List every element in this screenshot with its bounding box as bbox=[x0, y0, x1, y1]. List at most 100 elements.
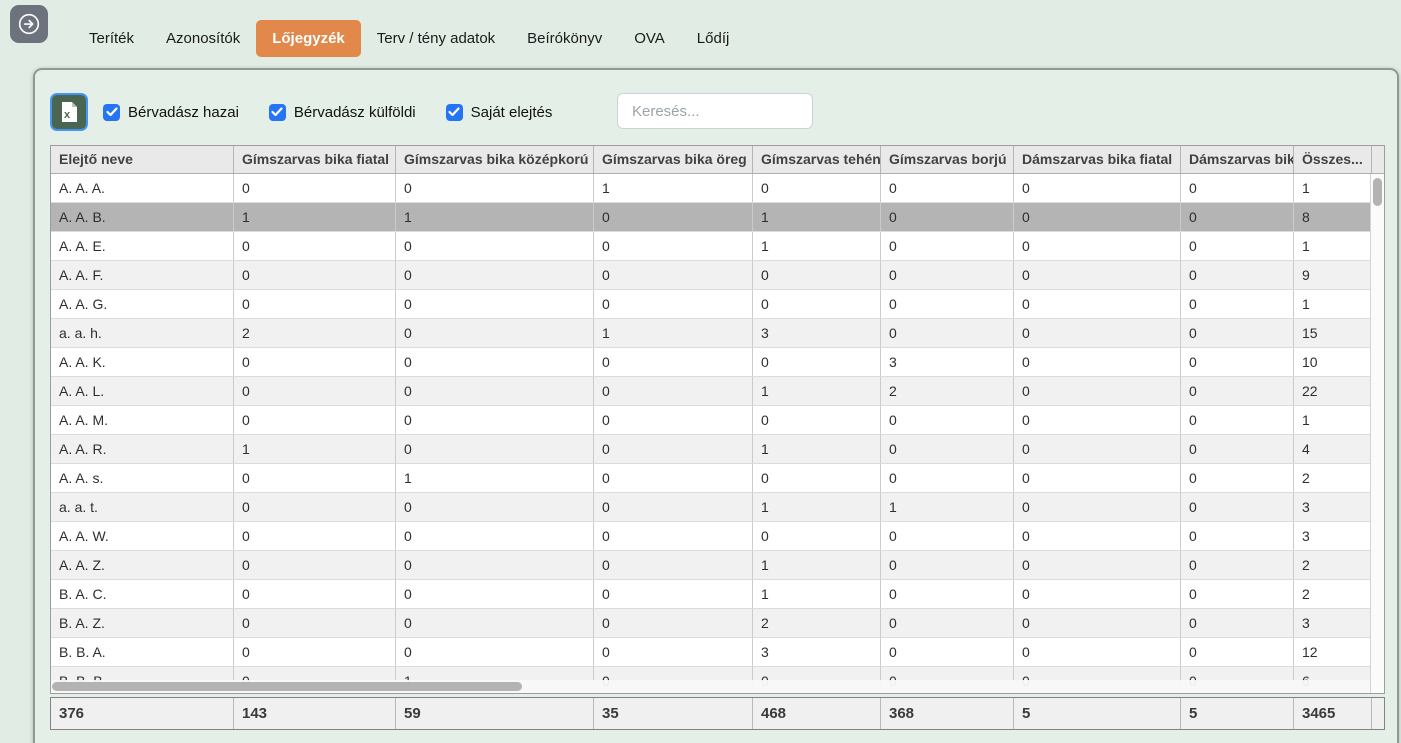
checkbox-bérvadász-hazai[interactable]: Bérvadász hazai bbox=[103, 103, 239, 121]
table-row[interactable]: A. A. B. 1 1 0 1 0 0 0 8 bbox=[51, 203, 1372, 232]
cell: 0 bbox=[594, 435, 753, 463]
tab-azonosítók[interactable]: Azonosítók bbox=[166, 30, 241, 47]
table-row[interactable]: A. A. W. 0 0 0 0 0 0 0 3 bbox=[51, 522, 1372, 551]
search-input[interactable] bbox=[617, 93, 813, 129]
collapse-sidebar-button[interactable] bbox=[10, 5, 48, 43]
cell: 0 bbox=[1014, 319, 1181, 347]
column-header-összes[interactable]: Összes... bbox=[1294, 146, 1372, 173]
cell: 1 bbox=[1294, 232, 1372, 260]
vertical-scrollbar[interactable] bbox=[1370, 174, 1384, 693]
tab-ova[interactable]: OVA bbox=[634, 30, 665, 47]
table-row[interactable]: B. B. A. 0 0 0 3 0 0 0 12 bbox=[51, 638, 1372, 667]
vertical-scrollbar-thumb[interactable] bbox=[1373, 178, 1382, 206]
cell: 0 bbox=[1181, 261, 1294, 289]
checkbox-icon[interactable] bbox=[268, 103, 286, 121]
table-row[interactable]: A. A. G. 0 0 0 0 0 0 0 1 bbox=[51, 290, 1372, 319]
table-body: A. A. A. 0 0 1 0 0 0 0 1 A. A. B. 1 1 0 1 0 0 0 8 A. A. E.… bbox=[51, 174, 1384, 693]
cell: 0 bbox=[594, 232, 753, 260]
cell: 3 bbox=[753, 319, 881, 347]
total-cell: 3465 bbox=[1294, 698, 1372, 729]
cell: 0 bbox=[396, 290, 594, 318]
column-header-dámszarvas-bika-fiatal[interactable]: Dámszarvas bika fiatal bbox=[1014, 146, 1181, 173]
cell: 3 bbox=[1294, 609, 1372, 637]
horizontal-scrollbar[interactable] bbox=[51, 680, 1370, 693]
column-header-gímszarvas-bika-fiatal[interactable]: Gímszarvas bika fiatal bbox=[234, 146, 396, 173]
cell: 0 bbox=[881, 551, 1014, 579]
table-row[interactable]: A. A. E. 0 0 0 1 0 0 0 1 bbox=[51, 232, 1372, 261]
table-row[interactable]: a. a. t. 0 0 0 1 1 0 0 3 bbox=[51, 493, 1372, 522]
cell: 0 bbox=[594, 261, 753, 289]
cell: 0 bbox=[594, 348, 753, 376]
cell: 0 bbox=[594, 522, 753, 550]
cell: 0 bbox=[1181, 638, 1294, 666]
column-header-elejtő-neve[interactable]: Elejtő neve bbox=[51, 146, 234, 173]
cell: 2 bbox=[1294, 464, 1372, 492]
cell: 0 bbox=[234, 493, 396, 521]
cell: 0 bbox=[881, 406, 1014, 434]
cell: 0 bbox=[1181, 551, 1294, 579]
svg-text:x: x bbox=[64, 109, 71, 121]
tab-teríték[interactable]: Teríték bbox=[89, 30, 135, 47]
checkbox-icon[interactable] bbox=[445, 103, 463, 121]
cell: 9 bbox=[1294, 261, 1372, 289]
cell: 1 bbox=[753, 493, 881, 521]
column-header-gímszarvas-borjú[interactable]: Gímszarvas borjú bbox=[881, 146, 1014, 173]
column-header-dámszarvas-bika-középkorú[interactable]: Dámszarvas bika középkorú bbox=[1181, 146, 1294, 173]
tab-beírókönyv[interactable]: Beírókönyv bbox=[527, 30, 603, 47]
tab-lődíj[interactable]: Lődíj bbox=[696, 30, 730, 47]
cell: 0 bbox=[1014, 174, 1181, 202]
horizontal-scrollbar-thumb[interactable] bbox=[52, 682, 522, 691]
cell: 0 bbox=[234, 261, 396, 289]
table-row[interactable]: A. A. A. 0 0 1 0 0 0 0 1 bbox=[51, 174, 1372, 203]
table-row[interactable]: A. A. L. 0 0 0 1 2 0 0 22 bbox=[51, 377, 1372, 406]
total-cell: 376 bbox=[51, 698, 234, 729]
header-scrollbar-corner bbox=[1372, 146, 1386, 173]
cell: 0 bbox=[396, 261, 594, 289]
cell: 0 bbox=[396, 319, 594, 347]
excel-export-button[interactable]: x bbox=[50, 93, 88, 131]
checkbox-bérvadász-külföldi[interactable]: Bérvadász külföldi bbox=[268, 103, 416, 121]
cell: 0 bbox=[396, 638, 594, 666]
checkbox-icon[interactable] bbox=[103, 103, 120, 121]
cell: 0 bbox=[594, 580, 753, 608]
row-name-cell: A. A. F. bbox=[51, 261, 234, 289]
cell: 0 bbox=[234, 580, 396, 608]
cell: 0 bbox=[1014, 435, 1181, 463]
cell: 0 bbox=[881, 261, 1014, 289]
cell: 1 bbox=[594, 174, 753, 202]
cell: 0 bbox=[234, 638, 396, 666]
row-name-cell: A. A. M. bbox=[51, 406, 234, 434]
table-header-row: Elejtő neve Gímszarvas bika fiatal Gímszar… bbox=[51, 146, 1384, 174]
cell: 0 bbox=[1014, 551, 1181, 579]
checkbox-label: Bérvadász hazai bbox=[128, 103, 239, 121]
total-cell: 143 bbox=[234, 698, 396, 729]
checkbox-saját-elejtés[interactable]: Saját elejtés bbox=[445, 103, 552, 121]
table-row[interactable]: B. A. C. 0 0 0 1 0 0 0 2 bbox=[51, 580, 1372, 609]
cell: 1 bbox=[396, 203, 594, 231]
cell: 1 bbox=[594, 319, 753, 347]
cell: 1 bbox=[753, 377, 881, 405]
cell: 0 bbox=[753, 406, 881, 434]
table-row[interactable]: A. A. Z. 0 0 0 1 0 0 0 2 bbox=[51, 551, 1372, 580]
column-header-gímszarvas-tehén[interactable]: Gímszarvas tehén bbox=[753, 146, 881, 173]
cell: 2 bbox=[881, 377, 1014, 405]
tab-terv-tény-adatok[interactable]: Terv / tény adatok bbox=[376, 30, 496, 47]
tab-lőjegyzék[interactable]: Lőjegyzék bbox=[256, 20, 361, 57]
cell: 0 bbox=[594, 290, 753, 318]
table-row[interactable]: A. A. R. 1 0 0 1 0 0 0 4 bbox=[51, 435, 1372, 464]
table-row[interactable]: A. A. F. 0 0 0 0 0 0 0 9 bbox=[51, 261, 1372, 290]
cell: 0 bbox=[881, 203, 1014, 231]
table-row[interactable]: B. A. Z. 0 0 0 2 0 0 0 3 bbox=[51, 609, 1372, 638]
column-header-gímszarvas-bika-középkorú[interactable]: Gímszarvas bika középkorú bbox=[396, 146, 594, 173]
cell: 3 bbox=[1294, 522, 1372, 550]
shooting-register-table: Elejtő neve Gímszarvas bika fiatal Gímszar… bbox=[50, 145, 1385, 694]
cell: 0 bbox=[1181, 290, 1294, 318]
column-header-gímszarvas-bika-öreg[interactable]: Gímszarvas bika öreg bbox=[594, 146, 753, 173]
table-row[interactable]: A. A. K. 0 0 0 0 3 0 0 10 bbox=[51, 348, 1372, 377]
table-row[interactable]: A. A. M. 0 0 0 0 0 0 0 1 bbox=[51, 406, 1372, 435]
cell: 0 bbox=[1181, 406, 1294, 434]
cell: 1 bbox=[1294, 406, 1372, 434]
table-row[interactable]: a. a. h. 2 0 1 3 0 0 0 15 bbox=[51, 319, 1372, 348]
table-row[interactable]: A. A. s. 0 1 0 0 0 0 0 2 bbox=[51, 464, 1372, 493]
cell: 10 bbox=[1294, 348, 1372, 376]
